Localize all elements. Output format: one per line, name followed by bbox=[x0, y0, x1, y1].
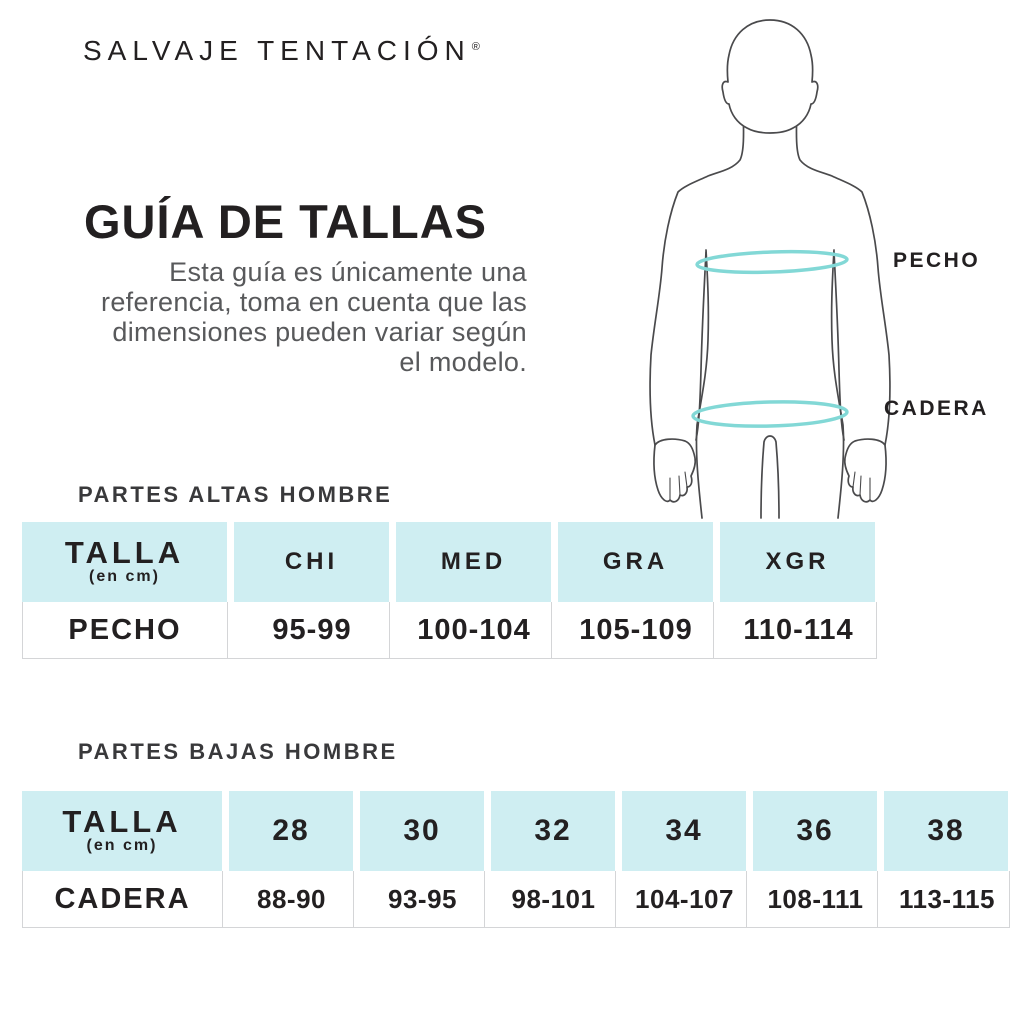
bottoms-column-header: 32 bbox=[491, 791, 615, 871]
tops-size-unit-header: TALLA (en cm) bbox=[22, 522, 227, 602]
head-outline bbox=[721, 19, 819, 134]
bottoms-column-header: 36 bbox=[753, 791, 877, 871]
brand-logo: SALVAJE TENTACIÓN® bbox=[83, 35, 480, 67]
hip-measurement-line bbox=[691, 400, 849, 428]
size-unit-sub: (en cm) bbox=[89, 568, 160, 585]
tops-row-label: PECHO bbox=[23, 602, 228, 658]
intro-description-line: el modelo. bbox=[399, 347, 527, 377]
bottoms-column-header: 34 bbox=[622, 791, 746, 871]
body-half-left bbox=[649, 19, 891, 519]
tops-cell-value: 95-99 bbox=[235, 602, 390, 658]
tops-column-header: GRA bbox=[558, 522, 713, 602]
male-body-outline bbox=[649, 19, 891, 519]
bottoms-column-header: 30 bbox=[360, 791, 484, 871]
size-unit-sub: (en cm) bbox=[86, 837, 158, 854]
tops-column-header: MED bbox=[396, 522, 551, 602]
intro-description: Esta guía es únicamente una referencia, … bbox=[45, 257, 527, 377]
hip-label: CADERA bbox=[884, 397, 989, 420]
tops-cell-value: 105-109 bbox=[559, 602, 714, 658]
chest-label: PECHO bbox=[893, 249, 981, 272]
tops-cell-value: 110-114 bbox=[743, 613, 854, 646]
tops-column-header: XGR bbox=[720, 522, 875, 602]
size-unit-label: TALLA bbox=[64, 535, 185, 570]
bottoms-cell-value: 104-107 bbox=[623, 871, 747, 927]
tops-table-row: PECHO 95-99 100-104 105-109 110-114 bbox=[22, 602, 877, 659]
tops-section-title: PARTES ALTAS HOMBRE bbox=[78, 482, 393, 507]
brand-name: SALVAJE TENTACIÓN bbox=[83, 35, 471, 66]
tops-cell-value: 100-104 bbox=[397, 602, 552, 658]
bottoms-section-title: PARTES BAJAS HOMBRE bbox=[78, 739, 398, 764]
intro-description-line: Esta guía es únicamente una bbox=[169, 257, 527, 287]
intro-description-line: referencia, toma en cuenta que las bbox=[101, 287, 527, 317]
registered-trademark-symbol: ® bbox=[471, 40, 480, 53]
bottoms-cell-value: 98-101 bbox=[492, 871, 616, 927]
size-unit-label: TALLA bbox=[62, 804, 182, 839]
bottoms-size-unit-header: TALLA (en cm) bbox=[22, 791, 222, 871]
page-title: GUÍA DE TALLAS bbox=[84, 195, 488, 248]
tops-column-header: CHI bbox=[234, 522, 389, 602]
bottoms-table-header: TALLA (en cm) 28 30 32 34 36 38 bbox=[22, 791, 1008, 871]
intro-description-line: dimensiones pueden variar según bbox=[112, 317, 527, 347]
chest-measurement-line bbox=[695, 249, 849, 275]
tops-table-header: TALLA (en cm) CHI MED GRA XGR bbox=[22, 522, 875, 602]
bottoms-table-row: CADERA 88-90 93-95 98-101 104-107 108-11… bbox=[22, 871, 1010, 928]
bottoms-cell-value: 88-90 bbox=[230, 871, 354, 927]
bottoms-column-header: 38 bbox=[884, 791, 1008, 871]
bottoms-column-header: 28 bbox=[229, 791, 353, 871]
bottoms-cell-value: 108-111 bbox=[754, 871, 878, 927]
bottoms-cell-value: 113-115 bbox=[898, 883, 996, 914]
bottoms-cell-value: 93-95 bbox=[361, 871, 485, 927]
bottoms-row-label: CADERA bbox=[23, 871, 223, 927]
